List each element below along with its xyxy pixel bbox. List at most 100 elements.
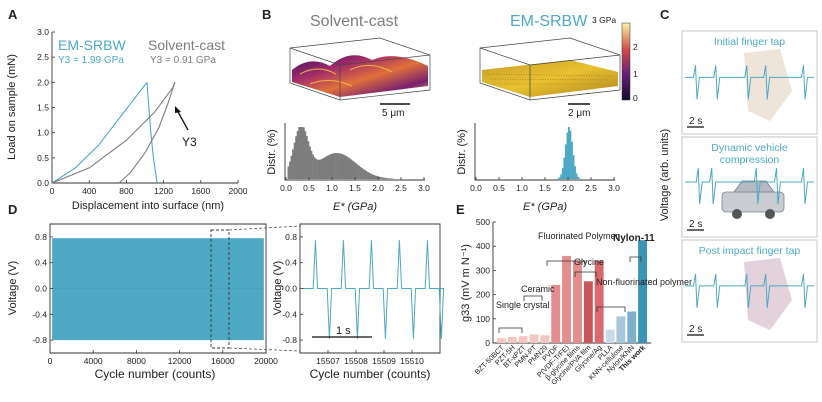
hist-tick-label: 1.5 (349, 183, 361, 193)
colorbar-max: 3 GPa (592, 15, 616, 25)
hist-left-ylabel: Distr. (%) (266, 129, 278, 174)
hist-solvent-bin (356, 164, 359, 179)
hist-tick-label: 0.0 (280, 183, 292, 193)
hist-solvent-bin (296, 130, 299, 179)
y3-annotation: Y3 (182, 135, 197, 149)
hist-solvent-bin (381, 177, 383, 179)
hist-tick-label: 1.5 (539, 183, 551, 193)
inset-frame (299, 223, 441, 354)
hist-solvent-cast (287, 127, 394, 179)
x-tick-label: 1600 (191, 186, 210, 196)
y-tick-label: -0.4 (32, 309, 47, 319)
x-tick-label: 800 (119, 186, 133, 196)
hist-emsrbw-bin (561, 168, 564, 179)
surface-title-solvent-cast: Solvent-cast (310, 13, 399, 30)
panel-c-ylabel: Voltage (arb. units) (659, 129, 671, 221)
hist-ticks: 0.0 0.5 1.0 1.5 2.0 2.5 3.0 0.0 0.5 1.0 1.5 2.0 2.5 3… (280, 177, 620, 193)
hist-solvent-bin (301, 127, 304, 179)
panel-e-ticks: 0 100 200 300 400 500 (476, 217, 496, 348)
hist-solvent-bin (293, 142, 296, 179)
y-tick-label: 0.0 (37, 178, 49, 188)
hist-emsrbw-bin (569, 130, 572, 179)
curve-3 (118, 82, 176, 184)
panel-c-subpanels: Initial finger tap 2 s Dynamic vehicle comp… (681, 30, 818, 343)
hist-solvent-bin (379, 177, 382, 179)
hist-solvent-bin (345, 156, 348, 179)
y-tick-label: 2.0 (37, 77, 49, 87)
subpanel-0-title: Initial finger tap (714, 36, 785, 48)
y-tick-label: 3.0 (37, 27, 49, 37)
y3-arrow-head (175, 106, 181, 113)
bar-8 (583, 281, 593, 343)
panel-a: A 0 400 800 1200 1600 2000 0.0 0.5 1.0 1.5 2.0 2.5 3… (6, 7, 248, 212)
hist-tick-label: 1.0 (326, 183, 338, 193)
panel-a-ylabel: Load on sample (mN) (6, 54, 18, 160)
hist-emsrbw-bin (574, 166, 576, 179)
title-line-2: compression (720, 154, 780, 166)
hist-emsrbw-bin (575, 173, 578, 179)
hist-solvent-bin (302, 127, 305, 179)
hist-solvent-bin (361, 168, 363, 179)
panel-d-ticks: 0 4000 8000 12000 16000 20000 0.8 0.4 0.0 -0.4 -0.… (32, 232, 278, 366)
hist-solvent-bin (350, 159, 353, 179)
panel-b: B Solvent-cast EM-SRBW 5 μm 2 μm 3 GPa 2… (262, 7, 638, 213)
hist-solvent-bin (333, 153, 336, 179)
panel-d-ylabel: Voltage (V) (7, 261, 19, 315)
panel-e-categories: BZT-50BCTPZT-5HBT-xPZTPMN-PTPMN29PVDFP(V… (473, 343, 647, 387)
panel-e-bars (497, 240, 647, 343)
x-tick-label: 15507 (316, 356, 340, 366)
group-nylon-11: Nylon-11 (613, 233, 655, 244)
hist-solvent-bin (313, 157, 316, 179)
y-tick-label: 0.8 (35, 232, 47, 242)
panel-a-xlabel: Displacement into surface (nm) (72, 200, 224, 212)
group-ceramic: Ceramic (521, 284, 555, 294)
hist-solvent-bin (292, 149, 294, 179)
hist-solvent-bin (359, 166, 362, 179)
hist-solvent-bin (353, 161, 356, 179)
hist-tick-label: 2.5 (395, 183, 407, 193)
y-tick-label: -0.8 (32, 335, 47, 345)
panel-label-c: C (660, 7, 670, 22)
surface-map-em-srbw: 2 μm (479, 37, 621, 119)
colorbar: 3 GPa 2 1 0 (592, 15, 638, 103)
subpanel-1-title: Dynamic vehicle compression (711, 142, 788, 166)
curve-0 (51, 81, 148, 184)
panel-label-d: D (8, 202, 17, 217)
hist-solvent-bin (339, 153, 342, 179)
inset-xlabel: Cycle number (counts) (310, 367, 431, 381)
hist-solvent-bin (364, 170, 367, 179)
group-fluorinated-polymer: Fluorinated Polymer (538, 231, 619, 241)
car-body (721, 191, 785, 213)
hist-solvent-bin (378, 176, 380, 179)
hist-solvent-bin (367, 172, 370, 179)
hist-right-axes (474, 123, 615, 181)
hist-tick-label: 3.0 (608, 183, 620, 193)
hist-solvent-bin (315, 158, 317, 179)
bar-5 (551, 284, 561, 343)
hist-tick-label: 2.0 (372, 183, 384, 193)
panel-a-curves (51, 81, 176, 184)
hist-solvent-bin (348, 158, 351, 179)
group-brackets (498, 256, 642, 333)
hist-solvent-bin (318, 159, 321, 179)
x-tick-label: 0 (48, 356, 53, 366)
x-tick-label: 0 (50, 186, 55, 196)
hist-solvent-bin (287, 166, 290, 179)
subpanel-0-signal (685, 65, 814, 100)
y-tick-label: 400 (476, 241, 490, 251)
scale-2um: 2 μm (568, 108, 590, 119)
group-non-fluorinated-polymer: Non-fluorinated polymer (596, 277, 692, 287)
surface-title-em-srbw: EM-SRBW (510, 13, 588, 30)
y-tick-label: 0 (485, 338, 490, 348)
hist-tick-label: 3.0 (418, 183, 430, 193)
y-tick-label: 0.0 (35, 284, 47, 294)
x-tick-label: 4000 (84, 356, 103, 366)
panel-label-b: B (262, 7, 271, 22)
inset-signal (302, 240, 445, 339)
panel-label-a: A (8, 7, 18, 22)
panel-e-ylabel: g33 (mV m N⁻¹) (460, 244, 472, 322)
inset-ylabel: Voltage (V) (272, 261, 284, 315)
hist-solvent-bin (310, 150, 313, 179)
x-tick-label: 400 (82, 186, 96, 196)
y-tick-label: 200 (476, 290, 490, 300)
